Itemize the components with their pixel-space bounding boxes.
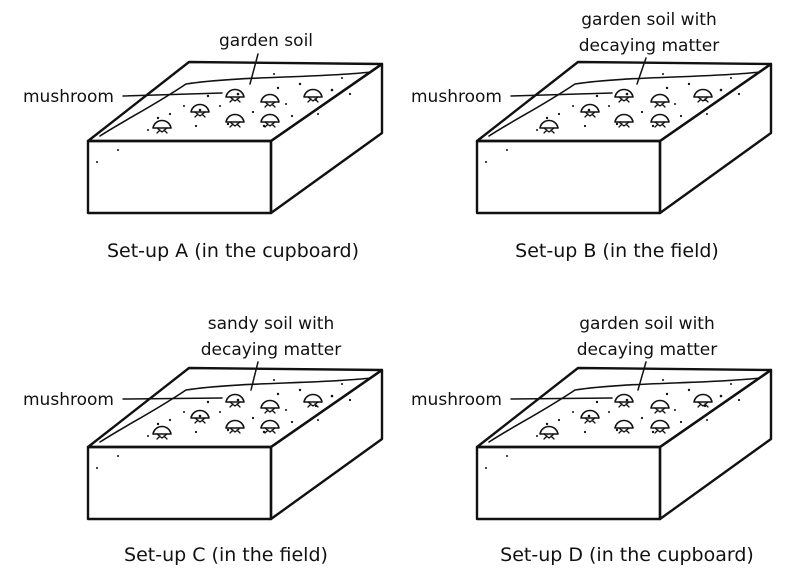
soil-label-line-2: decaying matter	[579, 36, 720, 56]
soil-box-icon	[86, 60, 384, 215]
mushroom-label: mushroom	[23, 87, 114, 107]
mushroom-icon	[650, 399, 670, 414]
panel-caption: Set-up C (in the field)	[124, 544, 328, 566]
mushroom-label: mushroom	[411, 87, 502, 107]
mushroom-pointer-line	[122, 92, 223, 97]
mushroom-icon	[303, 88, 323, 103]
mushroom-icon	[693, 393, 713, 408]
mushroom-icon	[614, 419, 634, 434]
panel-caption: Set-up A (in the cupboard)	[107, 240, 359, 262]
soil-label-line-2: decaying matter	[201, 340, 342, 360]
soil-label-line-1: sandy soil with	[208, 314, 334, 334]
mushroom-icon	[260, 93, 280, 108]
mushroom-icon	[225, 419, 245, 434]
panel-setup-a: garden soil mushroom Set-up A (in the cu…	[23, 31, 384, 262]
mushroom-icon	[614, 88, 634, 103]
mushroom-icon	[152, 425, 172, 440]
soil-pointer-line	[636, 57, 647, 85]
mushroom-icon	[693, 88, 713, 103]
mushroom-group	[539, 88, 713, 134]
soil-box-icon	[86, 366, 384, 521]
panel-setup-b: garden soil with decaying matter mushroo…	[411, 10, 773, 262]
panel-setup-d: garden soil with decaying matter mushroo…	[411, 314, 773, 566]
mushroom-icon	[614, 113, 634, 128]
panel-caption: Set-up D (in the cupboard)	[500, 544, 754, 566]
mushroom-label: mushroom	[23, 390, 114, 410]
mushroom-label: mushroom	[411, 390, 502, 410]
mushroom-pointer-line	[510, 92, 613, 97]
soil-label: garden soil	[219, 31, 313, 51]
mushroom-icon	[539, 119, 559, 134]
mushroom-pointer-line	[510, 397, 613, 400]
panel-setup-c: sandy soil with decaying matter mushroom…	[23, 314, 384, 566]
mushroom-icon	[152, 119, 172, 134]
mushroom-icon	[303, 393, 323, 408]
soil-pointer-line	[250, 361, 259, 391]
mushroom-icon	[614, 393, 634, 408]
soil-pointer-line	[249, 53, 259, 85]
mushroom-icon	[225, 88, 245, 103]
mushroom-icon	[260, 399, 280, 414]
mushroom-icon	[650, 93, 670, 108]
soil-label-line-1: garden soil with	[579, 314, 715, 334]
mushroom-icon	[539, 425, 559, 440]
soil-pointer-line	[637, 361, 647, 391]
soil-box-icon	[475, 366, 773, 521]
mushroom-icon	[225, 393, 245, 408]
mushroom-group	[539, 393, 713, 440]
mushroom-pointer-line	[122, 397, 223, 400]
mushroom-group	[152, 88, 323, 134]
soil-label-line-1: garden soil with	[581, 10, 717, 30]
panel-caption: Set-up B (in the field)	[515, 240, 719, 262]
mushroom-icon	[225, 113, 245, 128]
soil-box-icon	[475, 60, 773, 215]
soil-label-line-2: decaying matter	[577, 340, 718, 360]
